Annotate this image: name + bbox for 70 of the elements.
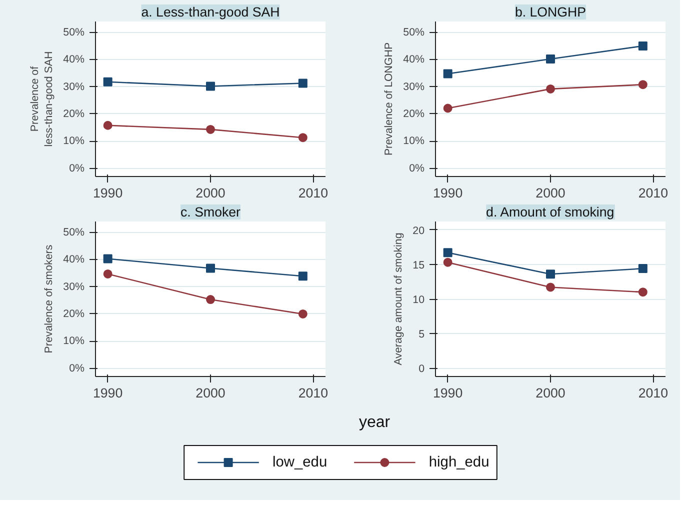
y-tick-label: 20%: [63, 308, 86, 320]
point: [298, 309, 308, 318]
x-tick-label: 2010: [298, 386, 328, 400]
point: [103, 77, 112, 86]
x-tick-label: 1990: [432, 386, 463, 400]
y-tick-label: 20: [412, 224, 425, 237]
x-tick-label: 1990: [92, 386, 123, 400]
y-tick-label: 20%: [63, 108, 86, 120]
y-tick-label: 20%: [403, 108, 426, 120]
point: [443, 258, 452, 267]
point: [443, 248, 452, 258]
point: [638, 288, 648, 297]
x-tick-label: 2000: [196, 186, 226, 200]
y-axis-title: Prevalence of less-than-good SAH: [28, 51, 56, 147]
y-tick-label: 10%: [63, 335, 86, 348]
y-tick-label: 50%: [403, 26, 426, 38]
x-tick-label: 2000: [536, 386, 566, 400]
y-tick-label: 15: [412, 259, 425, 272]
point: [546, 84, 555, 94]
y-tick-label: 10%: [63, 135, 86, 148]
point: [298, 78, 308, 88]
x-tick-label: 1990: [432, 186, 463, 200]
y-tick-label: 50%: [63, 226, 86, 238]
y-tick-label: 30%: [403, 80, 426, 93]
chart-title: a. Less-than-good SAH: [141, 4, 280, 20]
point: [103, 254, 112, 264]
y-tick-label: 0%: [409, 162, 426, 174]
y-tick-label: 10: [412, 294, 425, 306]
chart-title: b. LONGHP: [514, 4, 586, 20]
legend-label: high_edu: [428, 454, 490, 470]
x-tick-label: 2000: [536, 186, 566, 200]
x-tick-label: 2010: [638, 386, 668, 400]
point: [443, 69, 452, 78]
point: [546, 54, 555, 64]
y-tick-label: 5: [418, 328, 425, 341]
x-axis-title: year: [358, 414, 391, 431]
point: [546, 282, 555, 292]
y-tick-label: 30%: [63, 80, 86, 93]
point: [206, 295, 215, 304]
y-axis-title: Average amount of smoking: [392, 232, 405, 366]
chart-title: d. Amount of smoking: [486, 204, 614, 220]
x-tick-label: 2000: [196, 386, 226, 400]
y-tick-label: 10%: [403, 135, 426, 148]
point: [546, 270, 555, 279]
y-tick-label: 40%: [403, 54, 426, 66]
point: [443, 104, 452, 113]
y-tick-label: 40%: [63, 54, 86, 66]
y-tick-label: 0%: [69, 162, 86, 174]
y-tick-label: 30%: [63, 280, 86, 293]
point: [206, 82, 215, 91]
y-tick-label: 40%: [63, 254, 86, 266]
point: [638, 80, 648, 90]
point: [638, 41, 648, 50]
point: [638, 264, 648, 274]
legend-label: low_edu: [272, 454, 328, 470]
y-tick-label: 0: [418, 363, 425, 376]
x-tick-label: 2010: [638, 186, 668, 200]
chart-title: c. Smoker: [180, 204, 242, 220]
point: [103, 269, 112, 278]
point: [298, 272, 308, 281]
point: [298, 133, 308, 142]
point: [206, 264, 215, 273]
y-tick-label: 0%: [69, 362, 86, 374]
x-tick-label: 2010: [298, 186, 328, 200]
y-axis-title: Prevalence of LONGHP: [383, 42, 396, 156]
point: [206, 124, 215, 134]
y-tick-label: 50%: [63, 26, 86, 38]
x-tick-label: 1990: [92, 186, 123, 200]
y-axis-title: Prevalence of smokers: [43, 244, 56, 354]
point: [103, 120, 112, 130]
